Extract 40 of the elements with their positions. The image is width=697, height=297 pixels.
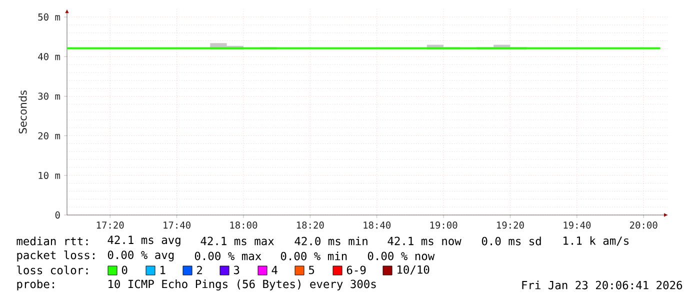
text: 42.1 ms max <box>200 236 274 246</box>
text: packet loss: <box>17 250 94 262</box>
text: 0.00 % avg <box>108 250 174 262</box>
text: 5 <box>308 266 314 274</box>
text: 4 <box>272 266 278 274</box>
text: 0.00 % min <box>280 252 347 260</box>
x-tick-label: 19:20 <box>497 222 524 229</box>
x-tick-label: 18:20 <box>296 222 324 229</box>
y-tick-label: 10 m <box>38 172 60 179</box>
y-tick-label: 50 m <box>38 13 60 21</box>
y-tick-label: 0 <box>55 211 60 219</box>
text: 1 <box>160 266 166 274</box>
x-tick-label: 19:00 <box>430 222 458 229</box>
x-tick-label: 18:40 <box>364 222 391 229</box>
y-axis-title: Seconds <box>18 90 27 134</box>
text: median rtt: <box>16 236 88 246</box>
text: 0.00 % max <box>194 252 262 260</box>
text: probe: <box>17 280 54 290</box>
x-tick-label: 19:40 <box>564 222 591 229</box>
text: 3 <box>234 266 240 274</box>
x-tick-label: 20:00 <box>630 222 658 229</box>
text: 0.00 % now <box>368 252 435 260</box>
text: 10 ICMP Echo Pings (56 Bytes) every 300s <box>108 280 376 290</box>
text: loss color: <box>17 266 88 274</box>
x-tick-label: 17:40 <box>164 222 190 229</box>
text: 42.1 ms now <box>388 236 462 246</box>
text: 42.1 ms avg <box>108 236 180 246</box>
text: 42.0 ms min <box>294 236 368 246</box>
y-tick-label: 40 m <box>38 53 60 60</box>
text: 1.1 k am/s <box>564 236 629 246</box>
text: Fri Jan 23 20:06:41 2026 <box>522 280 682 290</box>
x-tick-label: 17:20 <box>96 222 124 229</box>
text: 0 <box>122 266 128 274</box>
x-tick-label: 18:00 <box>230 222 258 229</box>
text: 6-9 <box>346 266 366 274</box>
text: 2 <box>197 266 202 274</box>
y-tick-label: 20 m <box>38 132 60 140</box>
y-tick-label: 30 m <box>38 92 60 100</box>
text: 0.0 ms sd <box>482 236 541 246</box>
text: 10/10 <box>398 265 430 275</box>
